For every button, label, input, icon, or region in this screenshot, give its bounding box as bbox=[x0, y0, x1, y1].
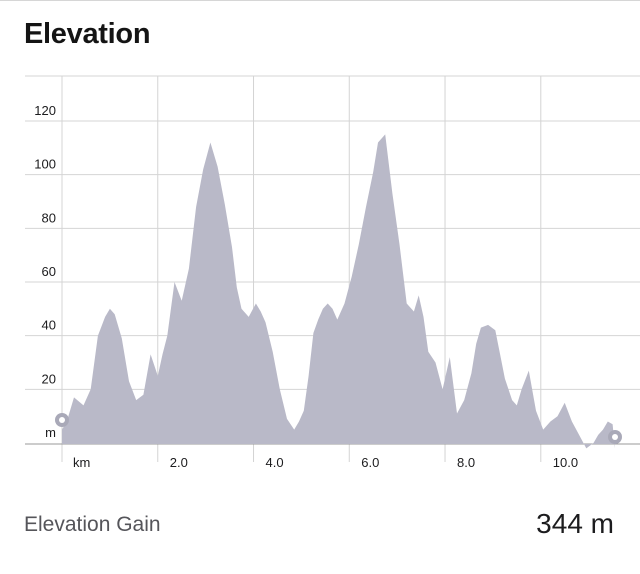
y-tick-label: 20 bbox=[42, 371, 56, 386]
y-tick-label: 100 bbox=[34, 157, 56, 172]
x-tick-label: 8.0 bbox=[457, 455, 475, 470]
x-tick-label: 2.0 bbox=[170, 455, 188, 470]
start-marker-dot bbox=[59, 417, 65, 423]
top-divider bbox=[0, 0, 640, 1]
elevation-area bbox=[62, 134, 615, 449]
x-tick-label: 6.0 bbox=[361, 455, 379, 470]
section-title: Elevation bbox=[24, 18, 151, 50]
elevation-chart: 20 40 60 80 100 120 m km 2.0 4.0 6.0 8.0 10.0 bbox=[25, 75, 640, 470]
x-tick-label: 10.0 bbox=[553, 455, 578, 470]
endpoint-markers bbox=[55, 413, 622, 444]
y-tick-label: 80 bbox=[42, 210, 56, 225]
x-unit-label: km bbox=[73, 455, 90, 470]
x-tick-label: 4.0 bbox=[266, 455, 284, 470]
elevation-gain-label: Elevation Gain bbox=[24, 513, 161, 536]
y-tick-label: 60 bbox=[42, 264, 56, 279]
y-tick-label: 120 bbox=[34, 103, 56, 118]
elevation-gain-value: 344 m bbox=[536, 508, 614, 539]
y-tick-labels: 20 40 60 80 100 120 m bbox=[34, 103, 56, 440]
end-marker-dot bbox=[612, 434, 618, 440]
x-tick-labels: km 2.0 4.0 6.0 8.0 10.0 bbox=[73, 455, 578, 470]
y-unit-label: m bbox=[45, 425, 56, 440]
y-tick-label: 40 bbox=[42, 318, 56, 333]
